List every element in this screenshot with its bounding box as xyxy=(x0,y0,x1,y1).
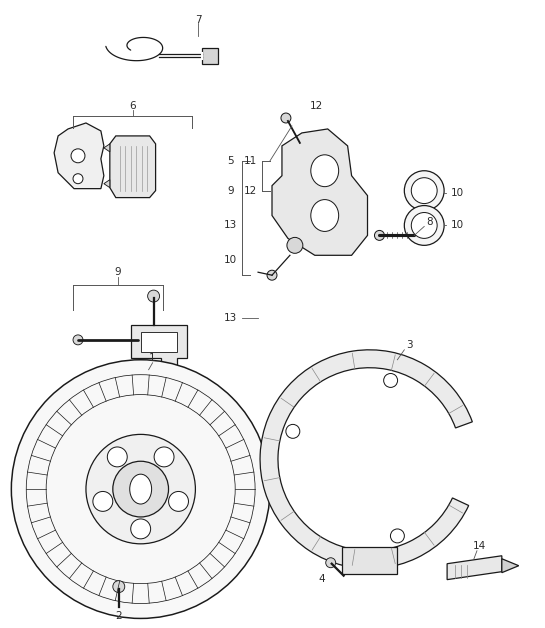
Text: 4: 4 xyxy=(318,573,325,583)
Circle shape xyxy=(73,335,83,345)
Circle shape xyxy=(411,212,437,239)
Circle shape xyxy=(93,492,113,511)
Text: 3: 3 xyxy=(406,340,413,350)
Text: 12: 12 xyxy=(244,186,257,196)
Polygon shape xyxy=(104,144,110,152)
Circle shape xyxy=(113,581,125,593)
Polygon shape xyxy=(141,332,178,352)
Circle shape xyxy=(71,149,85,163)
Circle shape xyxy=(107,447,127,467)
Text: 2: 2 xyxy=(116,612,122,622)
Circle shape xyxy=(287,237,303,253)
Text: 9: 9 xyxy=(114,268,121,277)
Text: 8: 8 xyxy=(426,217,433,227)
Ellipse shape xyxy=(130,474,152,504)
Circle shape xyxy=(131,519,150,539)
Circle shape xyxy=(411,178,437,203)
Circle shape xyxy=(326,558,336,568)
Circle shape xyxy=(390,529,404,543)
Text: 12: 12 xyxy=(310,101,323,111)
Circle shape xyxy=(113,461,168,517)
Circle shape xyxy=(148,290,160,302)
Circle shape xyxy=(86,435,196,544)
Polygon shape xyxy=(110,136,156,198)
Circle shape xyxy=(154,447,174,467)
Circle shape xyxy=(404,171,444,210)
Text: 11: 11 xyxy=(244,156,257,166)
Circle shape xyxy=(168,492,189,511)
Polygon shape xyxy=(502,559,519,573)
Text: 14: 14 xyxy=(473,541,486,551)
Circle shape xyxy=(384,374,398,387)
Text: 1: 1 xyxy=(149,353,156,363)
Text: 10: 10 xyxy=(223,255,237,265)
Text: 5: 5 xyxy=(227,156,233,166)
Wedge shape xyxy=(260,350,473,569)
Circle shape xyxy=(267,270,277,280)
Ellipse shape xyxy=(311,155,338,187)
Polygon shape xyxy=(104,180,110,188)
Circle shape xyxy=(374,230,384,241)
Text: 10: 10 xyxy=(451,220,464,230)
Text: 9: 9 xyxy=(227,186,233,196)
Polygon shape xyxy=(342,547,397,573)
Ellipse shape xyxy=(311,200,338,232)
Circle shape xyxy=(286,425,300,438)
Circle shape xyxy=(73,174,83,183)
Text: 13: 13 xyxy=(223,220,237,230)
Text: 7: 7 xyxy=(195,14,202,24)
Circle shape xyxy=(404,205,444,246)
Polygon shape xyxy=(272,129,367,256)
Circle shape xyxy=(133,335,143,345)
Polygon shape xyxy=(202,48,219,64)
Text: 6: 6 xyxy=(129,101,136,111)
Polygon shape xyxy=(54,123,104,188)
Text: 13: 13 xyxy=(223,313,237,323)
Text: 10: 10 xyxy=(451,188,464,198)
Polygon shape xyxy=(447,556,502,580)
Circle shape xyxy=(11,360,270,619)
Polygon shape xyxy=(131,325,187,375)
Circle shape xyxy=(281,113,291,123)
